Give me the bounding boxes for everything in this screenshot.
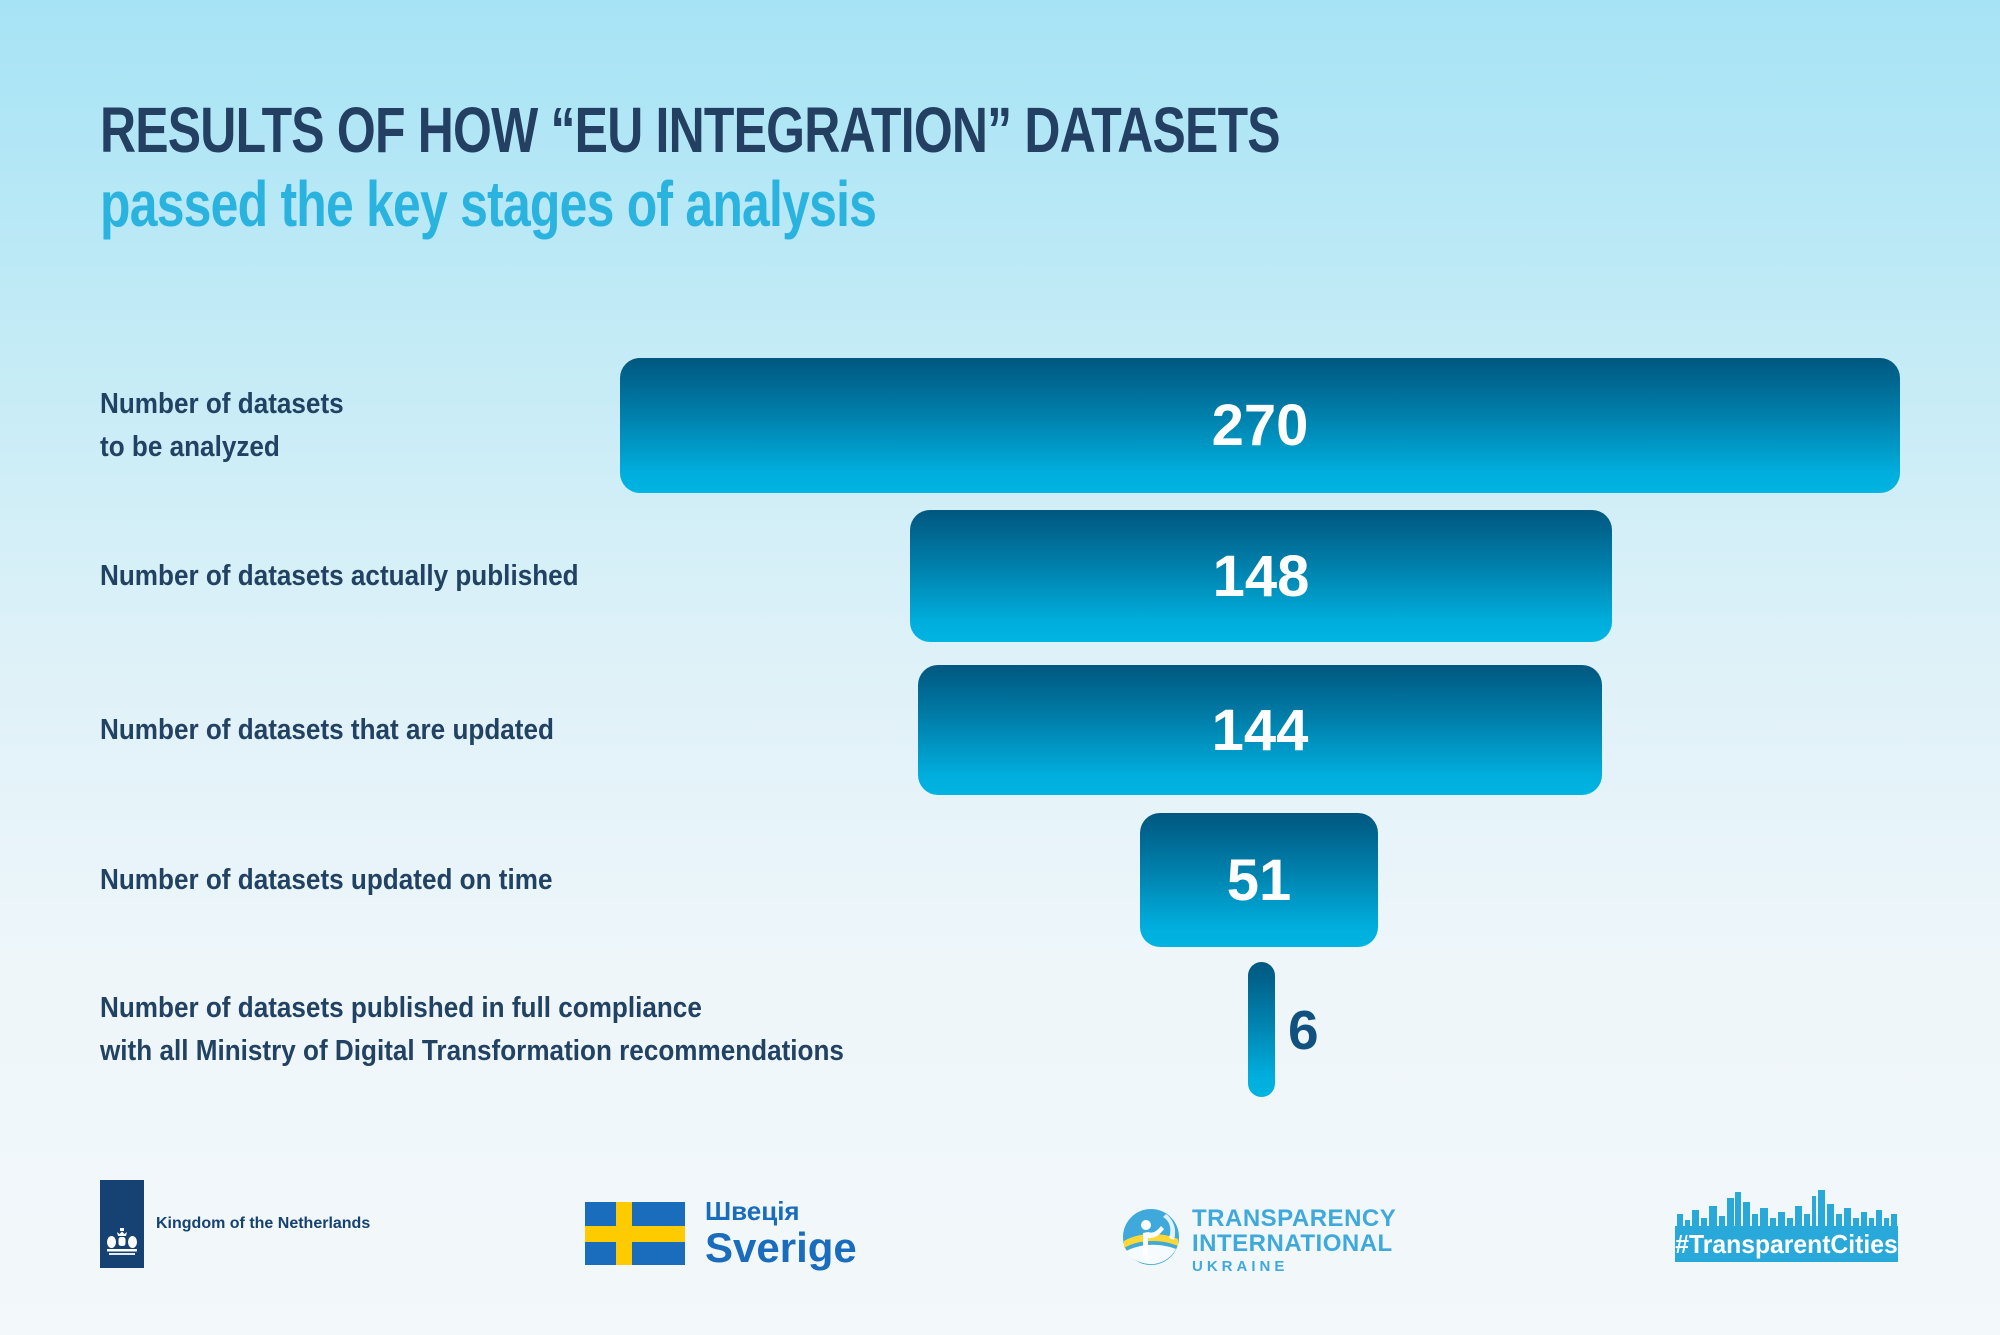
bar-value: 51: [1226, 847, 1292, 913]
netherlands-logo: [100, 1180, 144, 1268]
label-line: Number of datasets published in full com…: [100, 991, 702, 1024]
funnel-row-label-4: Number of datasets updated on time: [100, 813, 552, 947]
funnel-bar-144: 144: [918, 665, 1602, 795]
page-title: RESULTS OF HOW “EU INTEGRATION” DATASETS: [100, 94, 1281, 166]
funnel-row-label-2: Number of datasets actually published: [100, 510, 579, 642]
label-line: Number of datasets that are updated: [100, 713, 554, 746]
funnel-bar-6: [1248, 962, 1275, 1097]
transparent-cities-logo: #TransparentCities: [1675, 1188, 1898, 1263]
ti-globe-icon: [1122, 1208, 1180, 1271]
funnel-row-label-1: Number of datasets to be analyzed: [100, 358, 344, 493]
funnel-row-label-3: Number of datasets that are updated: [100, 665, 554, 795]
transparent-cities-label: #TransparentCities: [1675, 1228, 1898, 1259]
page-subtitle: passed the key stages of analysis: [100, 168, 877, 240]
sweden-flag-icon: [585, 1202, 685, 1265]
bar-value: 270: [1211, 393, 1309, 458]
city-skyline-icon: [1675, 1190, 1898, 1262]
sweden-wordmark: Швеція Sverige: [705, 1196, 857, 1270]
bar-value: 144: [1211, 697, 1309, 763]
funnel-bar-270: 270: [620, 358, 1900, 493]
ti-label-line3: UKRAINE: [1192, 1258, 1289, 1275]
funnel-bar-148: 148: [910, 510, 1612, 642]
label-line: Number of datasets: [100, 387, 344, 420]
funnel-bar-51: 51: [1140, 813, 1378, 947]
sweden-label-sv: Sverige: [705, 1224, 857, 1271]
label-line: Number of datasets updated on time: [100, 863, 553, 896]
nl-coat-of-arms-icon: [107, 1228, 137, 1255]
ti-label-line1: TRANSPARENCY: [1192, 1205, 1397, 1232]
ti-wordmark: TRANSPARENCY INTERNATIONAL UKRAINE: [1192, 1206, 1396, 1278]
label-line: to be analyzed: [100, 430, 280, 463]
ti-label-line2: INTERNATIONAL: [1192, 1230, 1393, 1257]
sweden-label-ua: Швеція: [705, 1196, 800, 1226]
funnel-row-label-5: Number of datasets published in full com…: [100, 962, 844, 1097]
bar-value: 148: [1212, 543, 1310, 609]
funnel-bar-6-value-wrap: 6: [1288, 962, 1319, 1097]
label-line: Number of datasets actually published: [100, 559, 579, 592]
flag-cross-horizontal: [585, 1226, 685, 1242]
label-line: with all Ministry of Digital Transformat…: [100, 1034, 844, 1067]
netherlands-label: Kingdom of the Netherlands: [156, 1215, 371, 1232]
bar-value: 6: [1288, 998, 1319, 1061]
